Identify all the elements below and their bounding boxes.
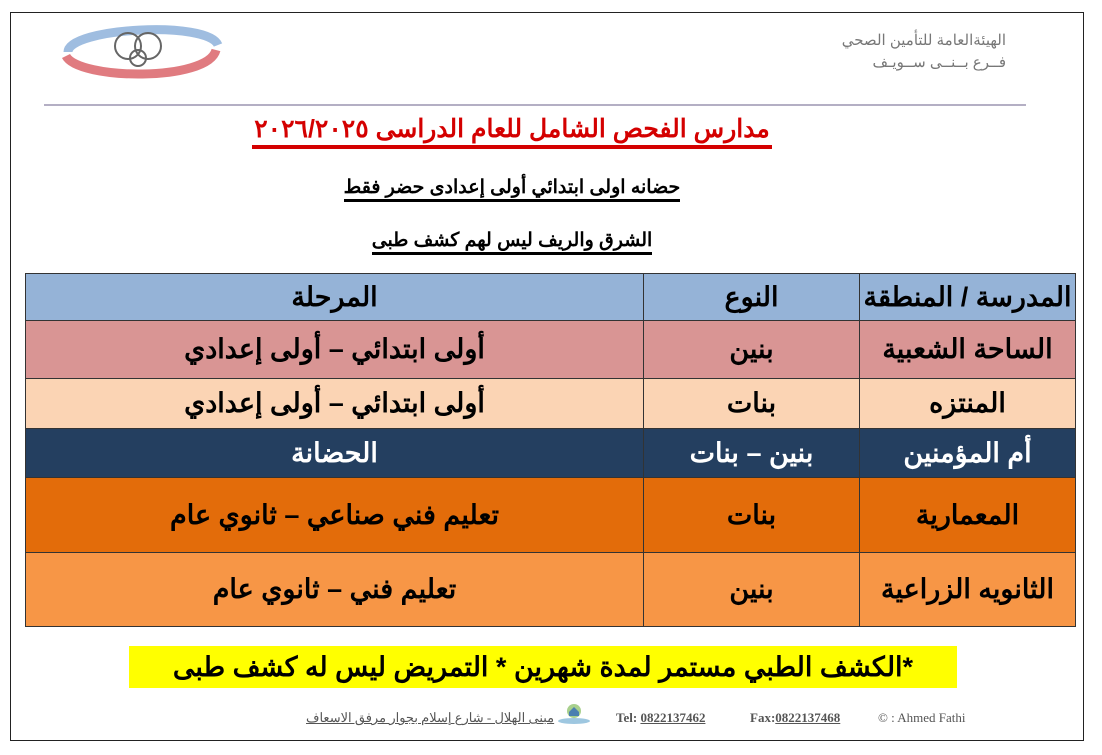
location-pin-icon [558,704,590,724]
branch-name: فــرع بــنــى ســويـف [872,54,1006,71]
cell-gender: بنات [643,378,860,429]
table-header-row: المدرسة / المنطقة النوع المرحلة [25,273,1076,321]
org-name: الهيئةالعامة للتأمين الصحي [841,32,1006,49]
footer-address: مبنى الهلال - شارع إسلام بجوار مرفق الاس… [306,710,555,725]
cell-stage: الحضانة [25,428,644,478]
organization-header: الهيئةالعامة للتأمين الصحي فــرع بــنــى… [842,30,1006,74]
cell-school: أم المؤمنين [859,428,1076,478]
footer-fax: Fax:0822137468 [750,710,841,725]
header-school: المدرسة / المنطقة [859,273,1076,321]
header-stage: المرحلة [25,273,644,321]
cell-school: الثانويه الزراعية [859,552,1076,627]
table-row: المعمارية بنات تعليم فني صناعي – ثانوي ع… [25,477,1076,553]
page-title: مدارس الفحص الشامل للعام الدراسى ٢٠٢٦/٢٠… [0,114,1024,149]
table-row: الساحة الشعبية بنين أولى ابتدائي – أولى … [25,320,1076,379]
footer-tel: Tel: 0822137462 [616,710,706,725]
footer: مبنى الهلال - شارع إسلام بجوار مرفق الاس… [300,704,1020,730]
cell-gender: بنين [643,552,860,627]
cell-stage: تعليم فني – ثانوي عام [25,552,644,627]
table-row: المنتزه بنات أولى ابتدائي – أولى إعدادي [25,378,1076,429]
cell-school: المنتزه [859,378,1076,429]
cell-stage: أولى ابتدائي – أولى إعدادي [25,320,644,379]
cell-school: المعمارية [859,477,1076,553]
cell-stage: تعليم فني صناعي – ثانوي عام [25,477,644,553]
page-border [10,12,1084,741]
cell-school: الساحة الشعبية [859,320,1076,379]
subtitle-stages: حضانه اولى ابتدائي أولى إعدادى حضر فقط [0,176,1024,202]
table-row: أم المؤمنين بنين – بنات الحضانة [25,428,1076,478]
cell-gender: بنين [643,320,860,379]
divider [44,104,1026,106]
table-row: الثانويه الزراعية بنين تعليم فني – ثانوي… [25,552,1076,627]
logo [61,25,223,79]
footer-credit: © : Ahmed Fathi [878,710,966,725]
cell-stage: أولى ابتدائي – أولى إعدادي [25,378,644,429]
cell-gender: بنات [643,477,860,553]
header-gender: النوع [643,273,860,321]
highlighted-note: *الكشف الطبي مستمر لمدة شهرين * التمريض … [129,646,957,688]
schools-table: المدرسة / المنطقة النوع المرحلة الساحة ا… [25,273,1076,627]
cell-gender: بنين – بنات [643,428,860,478]
subtitle-exclusion: الشرق والريف ليس لهم كشف طبى [0,229,1024,255]
